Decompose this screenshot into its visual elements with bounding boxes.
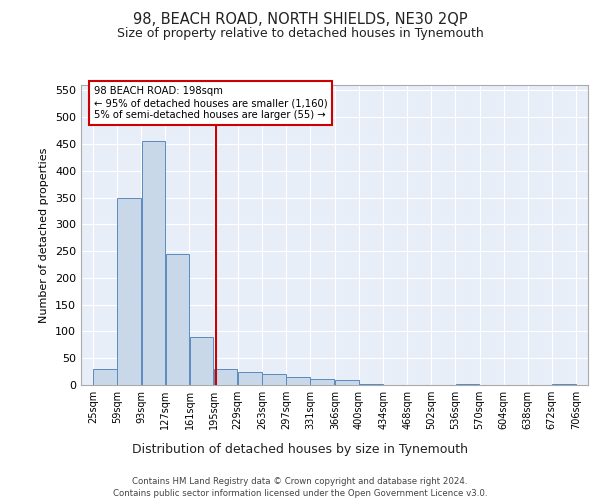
- Y-axis label: Number of detached properties: Number of detached properties: [40, 148, 49, 322]
- Bar: [238, 372, 262, 385]
- Bar: [166, 254, 189, 385]
- Text: Distribution of detached houses by size in Tynemouth: Distribution of detached houses by size …: [132, 442, 468, 456]
- Bar: [142, 141, 165, 385]
- Text: 98 BEACH ROAD: 198sqm
← 95% of detached houses are smaller (1,160)
5% of semi-de: 98 BEACH ROAD: 198sqm ← 95% of detached …: [94, 86, 328, 120]
- Bar: [214, 369, 238, 385]
- Bar: [359, 384, 383, 385]
- Bar: [552, 384, 575, 385]
- Text: Contains public sector information licensed under the Open Government Licence v3: Contains public sector information licen…: [113, 489, 487, 498]
- Bar: [455, 384, 479, 385]
- Bar: [190, 337, 214, 385]
- Bar: [94, 369, 117, 385]
- Bar: [335, 380, 359, 385]
- Text: Size of property relative to detached houses in Tynemouth: Size of property relative to detached ho…: [116, 28, 484, 40]
- Text: Contains HM Land Registry data © Crown copyright and database right 2024.: Contains HM Land Registry data © Crown c…: [132, 478, 468, 486]
- Bar: [286, 377, 310, 385]
- Bar: [310, 378, 334, 385]
- Bar: [262, 374, 286, 385]
- Bar: [118, 198, 141, 385]
- Text: 98, BEACH ROAD, NORTH SHIELDS, NE30 2QP: 98, BEACH ROAD, NORTH SHIELDS, NE30 2QP: [133, 12, 467, 28]
